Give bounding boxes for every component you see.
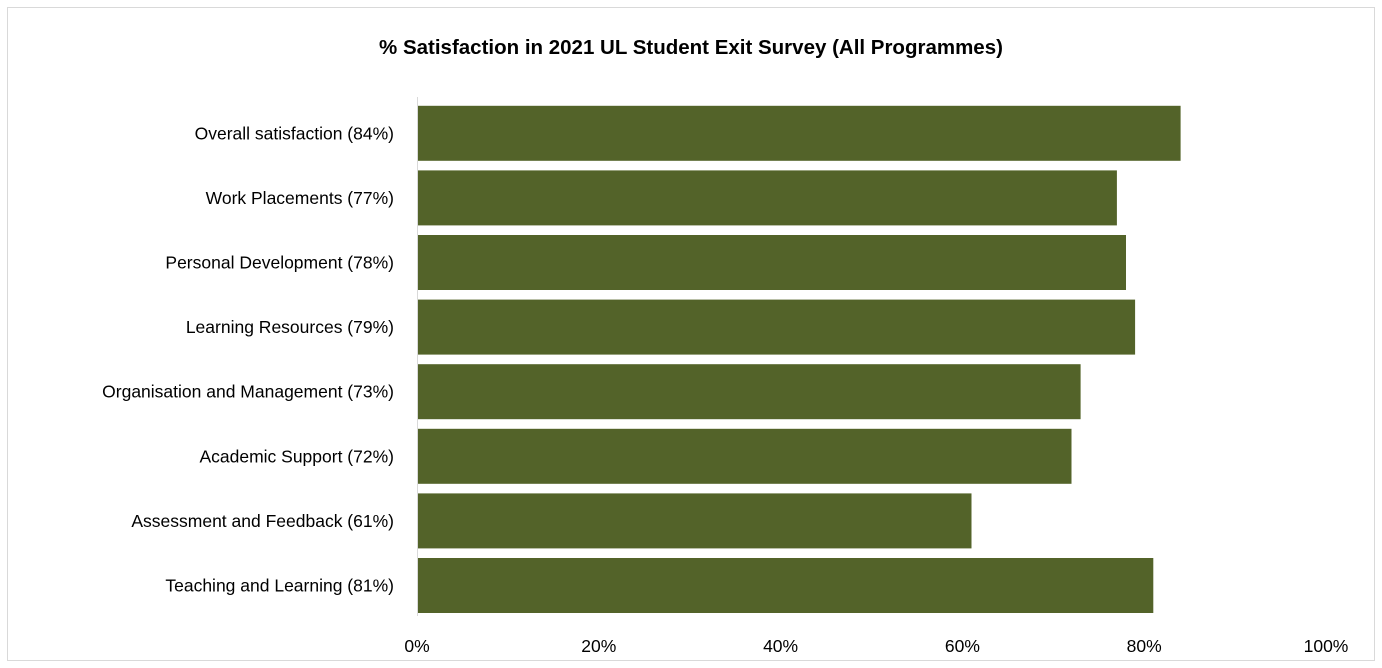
bar-7 — [418, 558, 1154, 613]
chart-title: % Satisfaction in 2021 UL Student Exit S… — [379, 36, 1003, 59]
category-label-1: Work Placements (77%) — [206, 188, 394, 208]
x-tick-label-4: 80% — [1127, 636, 1162, 656]
category-label-7: Teaching and Learning (81%) — [165, 576, 394, 596]
bar-3 — [418, 299, 1136, 355]
x-tick-label-0: 0% — [404, 636, 429, 656]
x-tick-label-1: 20% — [581, 636, 616, 656]
bars-group — [418, 105, 1181, 613]
x-tick-labels-group: 0% 20% 40% 60% 80% 100% — [404, 636, 1348, 656]
bar-4 — [418, 364, 1081, 420]
category-label-4: Organisation and Management (73%) — [102, 382, 394, 402]
bar-1 — [418, 170, 1117, 226]
category-label-3: Learning Resources (79%) — [186, 317, 394, 337]
category-label-5: Academic Support (72%) — [199, 446, 394, 466]
bar-0 — [418, 105, 1181, 161]
x-tick-label-5: 100% — [1304, 636, 1349, 656]
x-tick-label-3: 60% — [945, 636, 980, 656]
category-label-0: Overall satisfaction (84%) — [195, 123, 394, 143]
category-label-2: Personal Development (78%) — [165, 253, 394, 273]
bar-6 — [418, 493, 972, 549]
bar-2 — [418, 235, 1126, 290]
category-labels-group: Overall satisfaction (84%) Work Placement… — [102, 123, 394, 595]
x-tick-label-2: 40% — [763, 636, 798, 656]
category-label-6: Assessment and Feedback (61%) — [131, 511, 394, 531]
bar-5 — [418, 428, 1072, 484]
